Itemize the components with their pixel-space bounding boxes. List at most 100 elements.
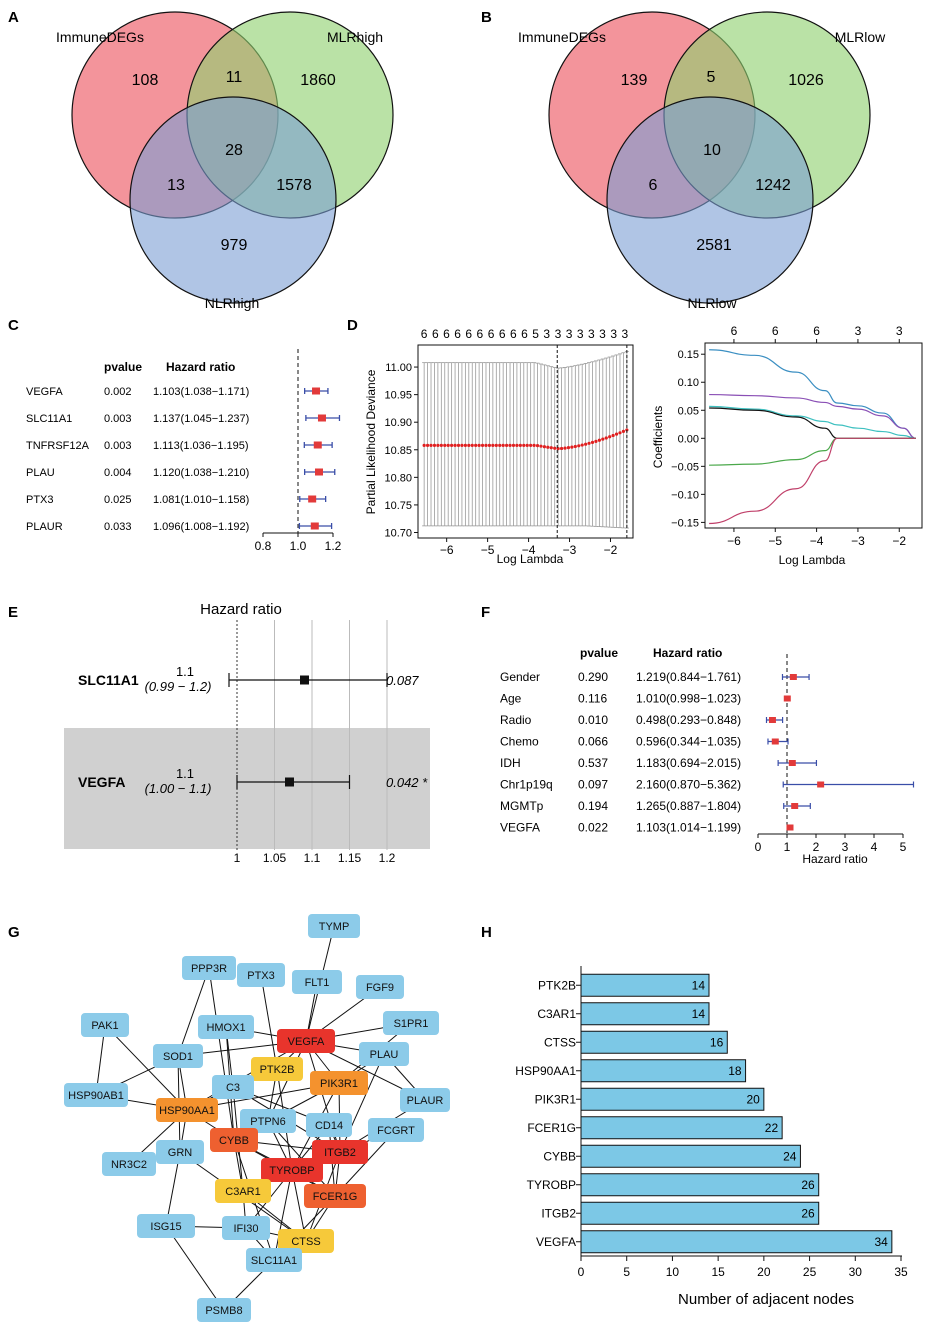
network-node-label: TYMP	[319, 921, 350, 933]
network-node-nr3c2	[102, 1152, 156, 1176]
forest-c-row-hr-text: 1.096(1.008−1.192)	[153, 521, 249, 533]
forest-f-row-name: VEGFA	[500, 821, 540, 835]
cv-top-count: 6	[421, 327, 428, 341]
network-node-label: PTPN6	[250, 1116, 285, 1128]
forest-c-pvalue-header: pvalue	[104, 360, 142, 374]
forest-plot-c: pvalue Hazard ratio 0.8 1.0 1.2 VEGFA 0.002 1…	[26, 349, 342, 553]
venn-a-only-1: 108	[132, 72, 159, 89]
network-node-fcer1g	[304, 1184, 366, 1208]
forest-f-row-hr-text: 1.103(1.014−1.199)	[636, 821, 741, 835]
bar-x-tick-label: 30	[849, 1265, 863, 1279]
panel-letters: A B C D E F G H	[8, 9, 492, 941]
bar-fcer1g	[580, 1116, 783, 1140]
forest-f-row-hr-text: 1.219(0.844−1.761)	[636, 670, 741, 684]
cv-top-count: 6	[465, 327, 472, 341]
forest-f-row-pvalue: 0.097	[578, 778, 608, 792]
bar-value-label: 22	[765, 1121, 779, 1135]
cv-y-tick-label: 10.95	[384, 390, 412, 402]
forest-e-x-tick-label: 1.2	[379, 851, 396, 865]
cv-top-count: 3	[566, 327, 573, 341]
cv-mean-point	[601, 437, 605, 441]
forest-c-hr-marker	[312, 387, 321, 395]
cv-top-count: 3	[577, 327, 584, 341]
forest-e-x-tick-label: 1	[234, 851, 241, 865]
cv-mean-point	[587, 441, 591, 445]
network-edge	[273, 1169, 293, 1261]
forest-f-hr-marker	[789, 674, 797, 680]
network-node-label: FCGRT	[377, 1125, 415, 1137]
forest-e-row-name: SLC11A1	[78, 672, 139, 688]
forest-c-row-hr-text: 1.081(1.010−1.158)	[153, 494, 249, 506]
forest-c-row-pvalue: 0.002	[104, 386, 132, 398]
coef-x-tick-label: −4	[810, 534, 824, 548]
network-node-flt1	[292, 970, 342, 994]
coef-path-black	[709, 407, 916, 439]
forest-f-row-pvalue: 0.116	[578, 692, 607, 706]
network-node-hsp90aa1	[156, 1098, 218, 1122]
network-node-cd14	[306, 1113, 352, 1137]
bar-value-label: 26	[801, 1206, 815, 1220]
cv-mean-point	[429, 443, 433, 447]
panel-letter-d: D	[347, 317, 358, 334]
venn-b-r123: 10	[703, 142, 721, 159]
network-node-label: ITGB2	[324, 1147, 356, 1159]
bar-value-label: 18	[728, 1064, 742, 1078]
forest-f-hr-marker	[786, 824, 794, 831]
panel-letter-c: C	[8, 317, 19, 334]
forest-f-row-name: MGMTp	[500, 799, 544, 813]
cv-top-count: 3	[621, 327, 628, 341]
coef-y-tick-label: −0.15	[671, 517, 699, 529]
lasso-cv-plot: Log Lambda Partial Likelihood Deviance −…	[364, 327, 634, 566]
cv-mean-point	[453, 443, 457, 447]
forest-f-row-pvalue: 0.537	[578, 756, 608, 770]
cv-mean-point	[515, 443, 519, 447]
network-node-label: PTK2B	[260, 1064, 295, 1076]
forest-c-row-name: PTX3	[26, 494, 54, 506]
network-node-fgf9	[356, 975, 404, 999]
forest-f-row-pvalue: 0.194	[578, 799, 608, 813]
network-node-label: HSP90AA1	[159, 1105, 215, 1117]
cv-y-tick-label: 11.00	[385, 362, 412, 374]
bar-category-label: VEGFA	[536, 1235, 576, 1249]
cv-mean-point	[432, 443, 437, 447]
bar-ptk2b	[580, 973, 710, 997]
network-node-label: IFI30	[233, 1223, 258, 1235]
forest-c-hr-marker	[313, 441, 322, 449]
bar-category-label: CYBB	[543, 1149, 576, 1163]
cv-mean-point	[439, 443, 443, 447]
cv-mean-point	[542, 445, 546, 449]
cv-mean-point	[505, 443, 509, 447]
venn-b-only-2: 1026	[788, 72, 824, 89]
forest-e-x-tick-label: 1.05	[263, 851, 287, 865]
cv-mean-point	[460, 443, 464, 447]
bar-pik3r1	[580, 1087, 765, 1111]
cv-mean-point	[501, 443, 505, 447]
cv-mean-point	[566, 446, 571, 450]
forest-plot-f: pvalue Hazard ratio Hazard ratio 0 1 2 3 4 5 G…	[500, 646, 915, 866]
cv-top-count: 5	[532, 327, 539, 341]
venn-a-r13: 13	[167, 177, 185, 194]
cv-mean-point	[443, 443, 447, 447]
bar-category-label: PIK3R1	[535, 1092, 577, 1106]
network-node-slc11a1	[246, 1248, 302, 1272]
coef-x-tick-label: −3	[851, 534, 865, 548]
forest-f-x-tick-label: 1	[784, 840, 791, 854]
network-node-label: C3AR1	[225, 1186, 260, 1198]
forest-f-row-hr-text: 1.183(0.694−2.015)	[636, 756, 741, 770]
forest-e-row-ci: (1.00 − 1.1)	[145, 781, 212, 796]
network-node-label: ISG15	[150, 1221, 181, 1233]
cv-mean-point	[539, 444, 543, 448]
bar-value-label: 14	[692, 1007, 706, 1021]
bar-hsp90aa1	[580, 1059, 747, 1083]
venn-b-only-3: 2581	[696, 237, 732, 254]
network-node-cybb	[210, 1128, 258, 1152]
cv-y-tick-label: 10.85	[384, 445, 412, 457]
network-node-plau	[359, 1042, 409, 1066]
cv-y-tick-label: 10.90	[384, 417, 412, 429]
bar-value-label: 34	[874, 1235, 888, 1249]
cv-mean-point	[553, 446, 557, 450]
network-node-plaur	[400, 1088, 450, 1112]
cv-top-count: 3	[543, 327, 550, 341]
cv-y-tick-label: 10.75	[384, 500, 412, 512]
